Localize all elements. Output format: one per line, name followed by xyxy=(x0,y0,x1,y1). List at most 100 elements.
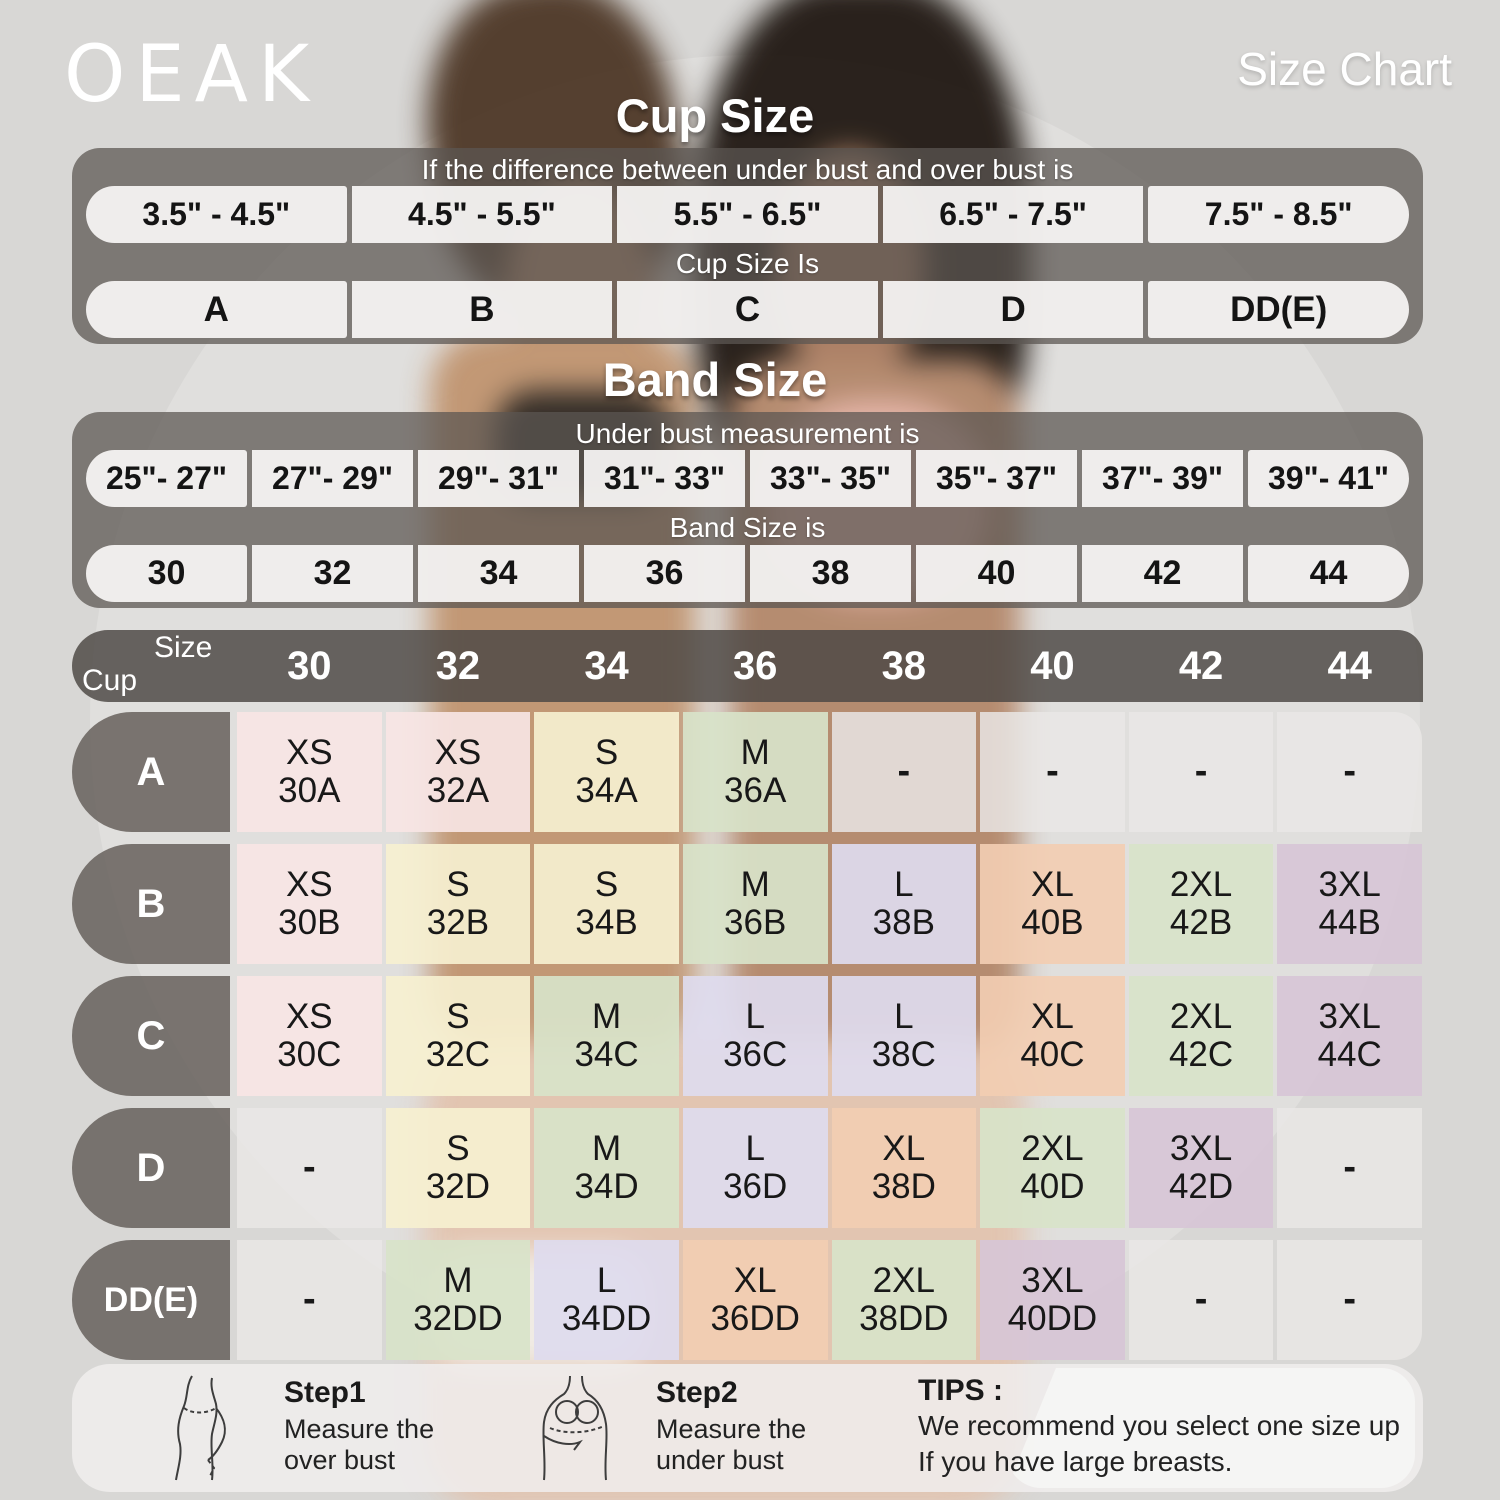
cup-range-segment: 3.5" - 4.5" xyxy=(86,186,347,243)
measuring-instructions-bar: Step1 Measure the over bust Step2 Measur… xyxy=(72,1364,1423,1492)
size-cell-40DD: 3XL 40DD xyxy=(980,1240,1125,1360)
step1-block: Step1 Measure the over bust xyxy=(284,1376,434,1476)
cup-range-segment: 5.5" - 6.5" xyxy=(617,186,878,243)
page-title: Size Chart xyxy=(1237,43,1452,95)
matrix-row-A: A XS 30A XS 32A S 34A M 36A - - - - xyxy=(72,712,1423,832)
size-cell-36DD: XL 36DD xyxy=(682,1240,828,1360)
matrix-row-cells: XS 30A XS 32A S 34A M 36A - - - - xyxy=(237,712,1422,832)
size-cell-34A: S 34A xyxy=(534,712,679,832)
size-cell-empty: - xyxy=(1128,1240,1274,1360)
band-column-header: 38 xyxy=(881,643,927,688)
matrix-corner: Size Cup xyxy=(72,630,237,702)
size-matrix: Size Cup 30 32 34 36 38 40 42 44 A XS 30A XS 32A S 34… xyxy=(72,630,1423,1362)
band-value-segment: 30 xyxy=(86,545,247,602)
band-value-segment: 44 xyxy=(1248,545,1409,602)
underbust-ranges: 25"- 27" 27"- 29" 29"- 31" 31"- 33" 33"- 35"… xyxy=(86,450,1409,507)
band-range-segment: 35"- 37" xyxy=(916,450,1077,507)
band-range-segment: 39"- 41" xyxy=(1248,450,1409,507)
size-cell-36B: M 36B xyxy=(682,844,828,964)
size-cell-empty: - xyxy=(1277,1240,1422,1360)
cup-value-segment: C xyxy=(617,281,878,338)
matrix-row-D: D - S 32D M 34D L 36D XL 38D 2XL 40D 3XL 42D - xyxy=(72,1108,1423,1228)
size-cell-42B: 2XL 42B xyxy=(1128,844,1274,964)
band-column-header: 34 xyxy=(584,643,629,688)
size-cell-40B: XL 40B xyxy=(980,844,1125,964)
cup-value-segment: A xyxy=(86,281,347,338)
size-cell-36A: M 36A xyxy=(682,712,828,832)
band-range-segment: 27"- 29" xyxy=(252,450,413,507)
cup-size-block: If the difference between under bust and… xyxy=(72,148,1423,344)
size-cell-36C: L 36C xyxy=(682,976,828,1096)
step2-block: Step2 Measure the under bust xyxy=(656,1376,806,1476)
cup-difference-ranges: 3.5" - 4.5" 4.5" - 5.5" 5.5" - 6.5" 6.5" - … xyxy=(86,186,1409,243)
band-value-segment: 40 xyxy=(916,545,1077,602)
step1-label: Step1 xyxy=(284,1376,366,1409)
size-cell-44B: 3XL 44B xyxy=(1277,844,1422,964)
band-size-block: Under bust measurement is 25"- 27" 27"- 2… xyxy=(72,412,1423,608)
tips-label: TIPS : xyxy=(918,1374,1004,1407)
band-size-instruction: Under bust measurement is xyxy=(575,418,920,449)
band-range-segment: 37"- 39" xyxy=(1082,450,1243,507)
band-value-segment: 34 xyxy=(418,545,579,602)
size-cell-empty: - xyxy=(1128,712,1274,832)
band-value-segment: 38 xyxy=(750,545,911,602)
measure-over-bust-icon xyxy=(175,1375,226,1481)
step2-line2: under bust xyxy=(656,1445,784,1476)
size-cell-30B: XS 30B xyxy=(237,844,382,964)
cup-range-segment: 4.5" - 5.5" xyxy=(351,186,613,243)
cup-range-segment: 7.5" - 8.5" xyxy=(1148,186,1409,243)
size-cell-42D: 3XL 42D xyxy=(1128,1108,1274,1228)
tips-line2: If you have large breasts. xyxy=(918,1446,1233,1478)
tips-block: TIPS : We recommend you select one size … xyxy=(918,1374,1400,1481)
size-cell-34B: S 34B xyxy=(534,844,679,964)
size-cell-42C: 2XL 42C xyxy=(1128,976,1274,1096)
size-cell-34C: M 34C xyxy=(534,976,679,1096)
step2-label: Step2 xyxy=(656,1376,738,1409)
band-value-segment: 36 xyxy=(584,545,745,602)
band-range-segment: 29"- 31" xyxy=(418,450,579,507)
size-cell-empty: - xyxy=(1277,712,1422,832)
size-cell-empty: - xyxy=(237,1240,382,1360)
band-column-header: 42 xyxy=(1178,643,1224,688)
tips-line1: We recommend you select one size up xyxy=(918,1410,1400,1441)
size-cell-32C: S 32C xyxy=(385,976,531,1096)
cup-row-label: D xyxy=(72,1108,230,1228)
cup-size-title: Cup Size xyxy=(615,89,815,142)
corner-size-label: Size xyxy=(154,631,213,664)
size-cell-40D: 2XL 40D xyxy=(980,1108,1125,1228)
size-cell-32D: S 32D xyxy=(385,1108,531,1228)
band-column-header: 44 xyxy=(1327,643,1372,688)
size-cell-36D: L 36D xyxy=(682,1108,828,1228)
size-cell-empty: - xyxy=(1277,1108,1422,1228)
band-range-segment: 31"- 33" xyxy=(584,450,745,507)
band-column-header: 40 xyxy=(1030,643,1075,688)
matrix-row-cells: XS 30B S 32B S 34B M 36B L 38B XL 40B 2XL 42B 3XL 44B xyxy=(237,844,1422,964)
size-cell-44C: 3XL 44C xyxy=(1277,976,1422,1096)
size-cell-30C: XS 30C xyxy=(237,976,382,1096)
cup-row-label: DD(E) xyxy=(72,1240,230,1360)
size-cell-32A: XS 32A xyxy=(385,712,531,832)
cup-range-segment: 6.5" - 7.5" xyxy=(882,186,1144,243)
measure-under-bust-icon xyxy=(542,1375,608,1481)
band-column-header: 30 xyxy=(287,643,332,688)
band-value-segment: 32 xyxy=(252,545,413,602)
matrix-header: Size Cup 30 32 34 36 38 40 42 44 xyxy=(72,630,1423,702)
band-value-segment: 42 xyxy=(1082,545,1243,602)
cup-value-segment: B xyxy=(351,281,613,338)
matrix-row-cells: - M 32DD L 34DD XL 36DD 2XL 38DD 3XL 40DD - - xyxy=(237,1240,1422,1360)
step1-line2: over bust xyxy=(284,1445,396,1476)
size-cell-empty: - xyxy=(831,712,977,832)
matrix-row-DD(E): DD(E) - M 32DD L 34DD XL 36DD 2XL 38DD 3XL 40DD - - xyxy=(72,1240,1423,1360)
size-cell-empty: - xyxy=(237,1108,382,1228)
cup-size-result-label: Cup Size Is xyxy=(675,248,820,279)
matrix-row-cells: XS 30C S 32C M 34C L 36C L 38C XL 40C 2XL 42C 3XL 44C xyxy=(237,976,1422,1096)
size-cell-38C: L 38C xyxy=(831,976,977,1096)
size-cell-empty: - xyxy=(980,712,1125,832)
size-cell-34D: M 34D xyxy=(534,1108,679,1228)
size-cell-32B: S 32B xyxy=(385,844,531,964)
cup-row-label: B xyxy=(72,844,230,964)
corner-cup-label: Cup xyxy=(82,664,138,697)
step1-line1: Measure the xyxy=(284,1414,435,1444)
cup-size-values: A B C D DD(E) xyxy=(86,281,1409,338)
brand-logo: OEAK xyxy=(64,30,320,120)
